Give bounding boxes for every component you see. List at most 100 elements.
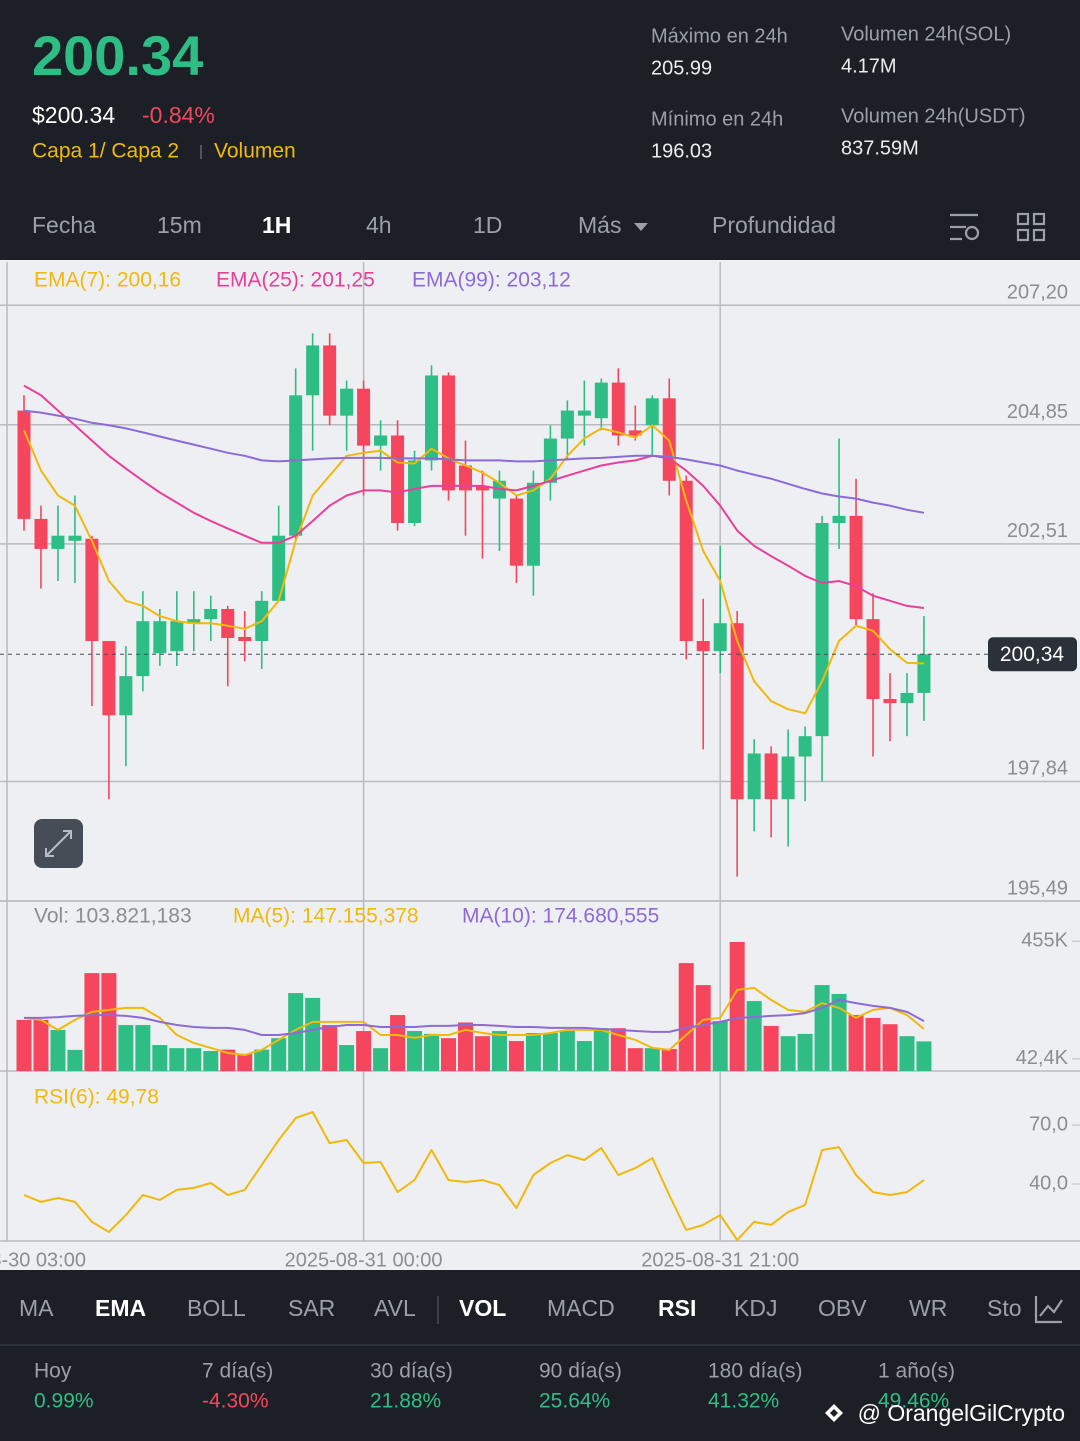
volume-bar [322, 1025, 338, 1071]
candle-body [594, 382, 608, 419]
volume-bar [542, 1033, 558, 1071]
volume-bar [271, 1038, 287, 1071]
return-value: 21.88% [370, 1390, 441, 1413]
rsi-line [23, 1111, 925, 1241]
y-tick-label: 204,85 [1007, 401, 1068, 423]
candle-body [238, 636, 252, 642]
settings-icon[interactable] [950, 213, 980, 241]
time-tab[interactable]: 4h [366, 212, 392, 238]
volume-bar [305, 997, 321, 1071]
time-tab[interactable]: Fecha [32, 212, 96, 238]
volume-bar [356, 1031, 372, 1071]
indicator-tab[interactable]: MACD [547, 1295, 615, 1321]
time-tab[interactable]: Más [578, 212, 621, 238]
price-usd: $200.34 [32, 102, 115, 128]
return-period: Hoy [34, 1360, 72, 1383]
time-tab[interactable]: 1D [473, 212, 502, 238]
volume-link[interactable]: Volumen [214, 140, 296, 163]
indicator-tab[interactable]: VOL [459, 1295, 506, 1321]
candle-body [577, 410, 591, 416]
volume-bar [644, 1048, 660, 1071]
volume-bar [865, 1017, 881, 1071]
volume-ma-line [23, 986, 925, 1056]
layer-link[interactable]: Capa 1/ Capa 2 [32, 140, 179, 163]
volume-bar [203, 1051, 219, 1071]
volume-ma-line [24, 998, 925, 1036]
volume-bar [797, 1033, 813, 1071]
candle-body [509, 498, 523, 566]
volume-bar [407, 1031, 423, 1071]
volume-bar [882, 1024, 898, 1071]
candle-body [798, 736, 812, 757]
candle-body [458, 465, 472, 491]
time-tab[interactable]: 15m [157, 212, 202, 238]
candle-body [119, 676, 133, 716]
legend-entry: MA(10): 174.680,555 [462, 905, 659, 928]
candle-body [170, 621, 184, 652]
time-tab[interactable]: Profundidad [712, 212, 836, 238]
indicator-tab[interactable]: KDJ [734, 1295, 777, 1321]
y-tick-label: 207,20 [1007, 282, 1068, 304]
chart-settings-icon[interactable] [1034, 1296, 1063, 1324]
indicator-tab[interactable]: Sto [987, 1295, 1022, 1321]
return-period: 30 día(s) [370, 1360, 453, 1383]
y-tick-label: 195,49 [1007, 877, 1068, 899]
stat-label: Mínimo en 24h [651, 108, 783, 130]
y-tick-label: 202,51 [1007, 520, 1068, 542]
candle-body [34, 518, 48, 549]
chart-bg [0, 260, 1080, 1270]
expand-icon [45, 830, 72, 857]
volume-bar [491, 1031, 507, 1071]
plot-area: 2025-08-30 03:00 2025-08-31 00:00 2025-08-… [0, 262, 1080, 1271]
volume-bar [220, 1049, 236, 1071]
volume-bar [186, 1048, 202, 1071]
volume-bar [339, 1045, 355, 1071]
volume-bar [118, 1025, 134, 1071]
volume-bar [661, 1049, 677, 1071]
legend-entry: EMA(99): 203,12 [412, 269, 571, 292]
y-tick-label: 197,84 [1007, 758, 1068, 780]
indicator-tab[interactable]: OBV [818, 1295, 867, 1321]
indicator-tab[interactable]: MA [19, 1295, 54, 1321]
header-bg [0, 0, 1080, 260]
candle-body [221, 608, 235, 638]
return-period: 90 día(s) [539, 1360, 622, 1383]
candle-body [849, 515, 863, 620]
indicator-tab[interactable]: EMA [95, 1295, 146, 1321]
volume-bar [390, 1015, 406, 1071]
indicator-tab[interactable]: RSI [658, 1295, 696, 1321]
candle-body [866, 619, 880, 700]
volume-bar [33, 1019, 49, 1071]
volume-bar [373, 1048, 389, 1071]
volume-bar [780, 1036, 796, 1071]
candle-body [408, 460, 422, 523]
indicator-tab[interactable]: AVL [374, 1295, 416, 1321]
candle-body [340, 388, 354, 416]
volume-bar [729, 941, 745, 1071]
stat-value: 196.03 [651, 140, 712, 162]
indicator-tab[interactable]: BOLL [187, 1295, 246, 1321]
ema-line [23, 409, 925, 514]
return-period: 180 día(s) [708, 1360, 803, 1383]
volume-bar [525, 1033, 541, 1071]
candle-body [475, 485, 489, 491]
volume-bar [814, 985, 830, 1071]
volume-bar [831, 993, 847, 1071]
x-tick-label: 2025-08-31 00:00 [285, 1249, 443, 1271]
dropdown-caret[interactable] [634, 223, 648, 231]
stat-value: 4.17M [841, 55, 897, 77]
indicator-tab[interactable]: WR [909, 1295, 947, 1321]
volume-bar [16, 1019, 32, 1071]
y-tick-label: 70,0 [1029, 1113, 1068, 1135]
candle-body [628, 430, 642, 436]
volume-bar [50, 1029, 66, 1071]
indicator-tab[interactable]: SAR [288, 1295, 335, 1321]
time-tab[interactable]: 1H [262, 212, 291, 238]
layout-icon[interactable] [1016, 212, 1046, 242]
legend-entry: RSI(6): 49,78 [34, 1086, 159, 1109]
volume-bar [457, 1022, 473, 1071]
candle-body [68, 535, 82, 541]
candle-body [425, 375, 439, 461]
